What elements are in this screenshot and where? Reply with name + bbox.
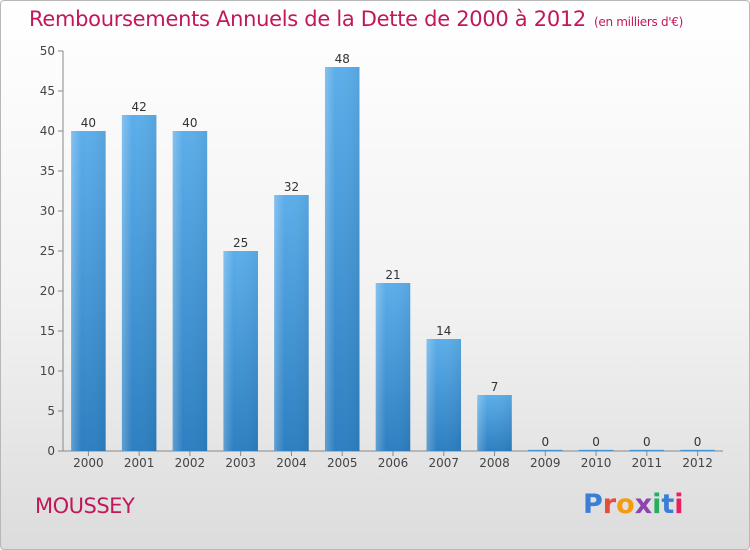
bar: [528, 449, 563, 451]
bar: [578, 449, 614, 451]
logo-letter: r: [602, 489, 617, 520]
bar-value-label: 40: [182, 116, 197, 130]
chart-title: Remboursements Annuels de la Dette de 20…: [29, 7, 683, 31]
x-tick-label: 2003: [225, 456, 256, 470]
x-tick-label: 2009: [530, 456, 561, 470]
bar-value-label: 21: [385, 268, 400, 282]
bar-value-label: 0: [694, 435, 702, 449]
y-tick-label: 50: [40, 44, 55, 58]
bar: [629, 449, 665, 451]
y-tick-label: 10: [40, 364, 55, 378]
bar-value-label: 0: [643, 435, 651, 449]
x-tick-label: 2006: [378, 456, 409, 470]
bar-shine: [172, 131, 208, 451]
y-tick-label: 5: [47, 404, 55, 418]
y-tick-label: 40: [40, 124, 55, 138]
x-tick-label: 2002: [175, 456, 206, 470]
bar-value-label: 42: [132, 100, 147, 114]
bar-shine: [324, 67, 360, 451]
bar-value-label: 14: [436, 324, 451, 338]
logo-letter: P: [583, 489, 603, 520]
bar-shine: [477, 395, 512, 451]
x-tick-label: 2005: [327, 456, 358, 470]
bar-shine: [121, 115, 157, 451]
bar-shine: [274, 195, 309, 451]
bar-value-label: 7: [491, 380, 499, 394]
chart-unit: (en milliers d'€): [594, 15, 684, 29]
x-tick-label: 2001: [124, 456, 155, 470]
bar-value-label: 32: [284, 180, 299, 194]
y-tick-label: 20: [40, 284, 55, 298]
x-tick-label: 2004: [276, 456, 307, 470]
x-tick-label: 2012: [682, 456, 713, 470]
bar: [680, 449, 715, 451]
logo-letter: t: [661, 489, 675, 520]
bar-value-label: 48: [335, 52, 350, 66]
bar-shine: [375, 283, 411, 451]
x-tick-label: 2010: [581, 456, 612, 470]
logo-letter: i: [652, 489, 662, 520]
logo-letter: x: [634, 489, 653, 520]
y-tick-label: 35: [40, 164, 55, 178]
y-tick-label: 25: [40, 244, 55, 258]
y-tick-label: 30: [40, 204, 55, 218]
x-tick-label: 2000: [73, 456, 104, 470]
bar-shine: [71, 131, 106, 451]
bar-value-label: 0: [592, 435, 600, 449]
y-tick-label: 45: [40, 84, 55, 98]
y-tick-label: 0: [47, 444, 55, 458]
bar-shine: [426, 339, 462, 451]
proxiti-logo: Proxiti: [583, 489, 684, 520]
logo-letter: i: [674, 489, 684, 520]
commune-name: MOUSSEY: [35, 494, 135, 518]
bar-value-label: 0: [541, 435, 549, 449]
x-tick-label: 2007: [428, 456, 459, 470]
x-tick-label: 2011: [632, 456, 663, 470]
x-tick-label: 2008: [479, 456, 510, 470]
chart-title-text: Remboursements Annuels de la Dette de 20…: [29, 7, 586, 31]
y-tick-label: 15: [40, 324, 55, 338]
bar-value-label: 40: [81, 116, 96, 130]
logo-letter: o: [616, 489, 635, 520]
bar-shine: [223, 251, 258, 451]
bar-value-label: 25: [233, 236, 248, 250]
